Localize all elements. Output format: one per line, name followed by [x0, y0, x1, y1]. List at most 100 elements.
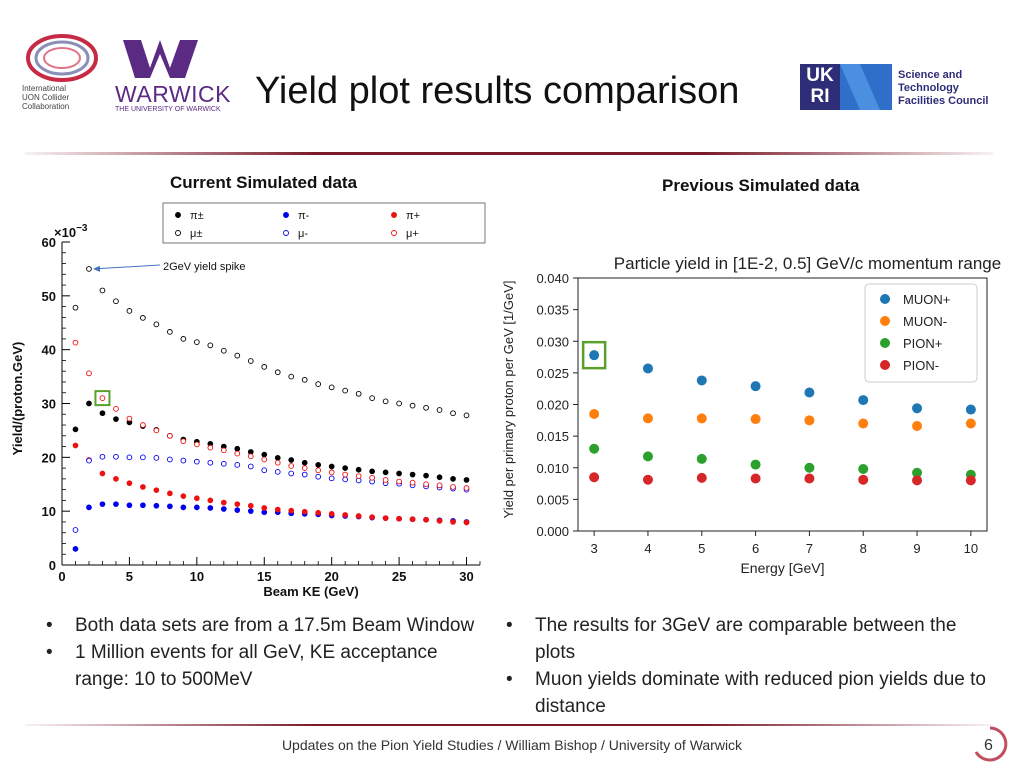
left-data-point — [72, 426, 79, 433]
left-data-point — [463, 519, 470, 526]
left-data-point — [180, 504, 187, 511]
left-data-point — [86, 457, 92, 464]
left-series-6 — [72, 339, 470, 491]
page-number: 6 — [984, 737, 993, 754]
left-data-point — [396, 400, 402, 407]
left-data-point — [315, 381, 322, 387]
left-data-point — [72, 442, 79, 449]
right-data-point — [965, 475, 976, 486]
right-xlabel: Energy [GeV] — [740, 560, 824, 576]
left-data-point — [207, 497, 214, 504]
warwick-subtitle: THE UNIVERSITY OF WARWICK — [115, 106, 221, 113]
right-xtick-label: 4 — [644, 541, 651, 556]
left-data-point — [396, 478, 402, 485]
right-data-point — [696, 375, 707, 386]
right-series-2 — [589, 408, 976, 432]
right-ytick-label: 0.035 — [536, 303, 569, 318]
left-data-point — [140, 315, 146, 321]
right-data-point — [965, 418, 976, 429]
left-bullet-2: 1 Million events for all GeV, KE accepta… — [40, 639, 480, 693]
right-xtick-label: 5 — [698, 541, 705, 556]
left-data-point — [86, 266, 92, 272]
left-data-point — [72, 304, 79, 311]
left-data-point — [301, 508, 308, 515]
left-ytick-label: 40 — [42, 343, 56, 358]
right-xtick-label: 10 — [964, 541, 978, 556]
left-legend-label-6: μ+ — [406, 228, 419, 240]
left-data-point — [301, 471, 308, 478]
left-data-point — [342, 512, 349, 518]
left-data-point — [153, 502, 160, 509]
left-data-point — [99, 395, 106, 401]
left-legend: π± π-π+ μ± μ-μ+ — [162, 202, 486, 244]
left-data-point — [409, 479, 416, 486]
left-data-point — [423, 481, 429, 488]
left-data-point — [247, 508, 254, 515]
left-data-point — [180, 336, 187, 342]
left-data-point — [423, 516, 429, 523]
right-legend-box — [864, 283, 978, 383]
left-annotation: 2GeV yield spike — [163, 261, 246, 273]
left-series-2 — [72, 501, 470, 552]
left-data-point — [193, 441, 200, 448]
left-data-point — [247, 358, 254, 364]
left-data-point — [409, 516, 416, 523]
left-data-point — [193, 504, 200, 511]
left-data-point — [382, 469, 389, 476]
left-data-point — [382, 398, 389, 405]
left-data-point — [342, 465, 349, 471]
left-data-point — [247, 502, 254, 509]
right-ytick-label: 0.025 — [536, 366, 569, 381]
left-data-point — [288, 507, 295, 514]
left-series-5 — [72, 453, 470, 533]
left-data-point — [220, 506, 227, 512]
left-data-point — [193, 495, 200, 502]
left-data-point — [261, 467, 268, 474]
right-data-point — [912, 467, 923, 478]
left-data-point — [113, 453, 119, 460]
left-data-point — [220, 447, 227, 454]
left-highlight-box — [94, 390, 111, 407]
left-data-point — [234, 507, 241, 513]
left-data-point — [72, 527, 79, 533]
left-data-point — [288, 373, 295, 380]
left-data-point — [423, 404, 429, 411]
left-ytick-label: 20 — [42, 450, 56, 465]
left-data-point — [315, 462, 322, 468]
left-data-point — [328, 511, 335, 517]
left-data-point — [288, 457, 295, 463]
right-ytick-label: 0.020 — [536, 398, 569, 413]
left-data-point — [261, 451, 268, 458]
left-legend-marker-5 — [283, 230, 289, 236]
left-data-point — [220, 460, 227, 467]
left-legend-marker-1 — [175, 212, 181, 218]
muon-logo-line-1: International — [22, 84, 67, 93]
right-data-point — [642, 451, 653, 462]
left-data-point — [140, 502, 146, 509]
left-data-point — [301, 465, 308, 471]
left-data-point — [301, 376, 308, 383]
right-data-point — [965, 404, 976, 415]
left-data-point — [113, 476, 119, 482]
left-data-point — [220, 499, 227, 506]
right-ytick-label: 0.010 — [536, 461, 569, 476]
left-data-point — [247, 463, 254, 470]
left-data-point — [167, 456, 173, 463]
left-data-point — [167, 490, 173, 497]
left-data-point — [436, 482, 443, 489]
left-data-point — [355, 473, 362, 480]
left-ylabel: Yield/(proton.GeV) — [10, 342, 25, 456]
muon-collider-logo: International UON Collider Collaboration — [22, 28, 102, 118]
left-data-point — [396, 470, 402, 477]
right-ytick-label: 0.005 — [536, 492, 569, 507]
left-data-point — [113, 416, 119, 422]
left-annotation-arrow — [93, 264, 161, 270]
left-data-point — [261, 364, 268, 370]
right-ylabel: Yield per primary proton per GeV [1/GeV] — [501, 281, 516, 519]
left-data-point — [355, 513, 362, 519]
left-data-point — [140, 422, 146, 428]
left-heading: Current Simulated data — [170, 173, 358, 192]
left-y-multiplier: ×10−3 — [54, 223, 88, 240]
right-ytick-label: 0.015 — [536, 429, 569, 444]
left-data-point — [369, 514, 375, 520]
